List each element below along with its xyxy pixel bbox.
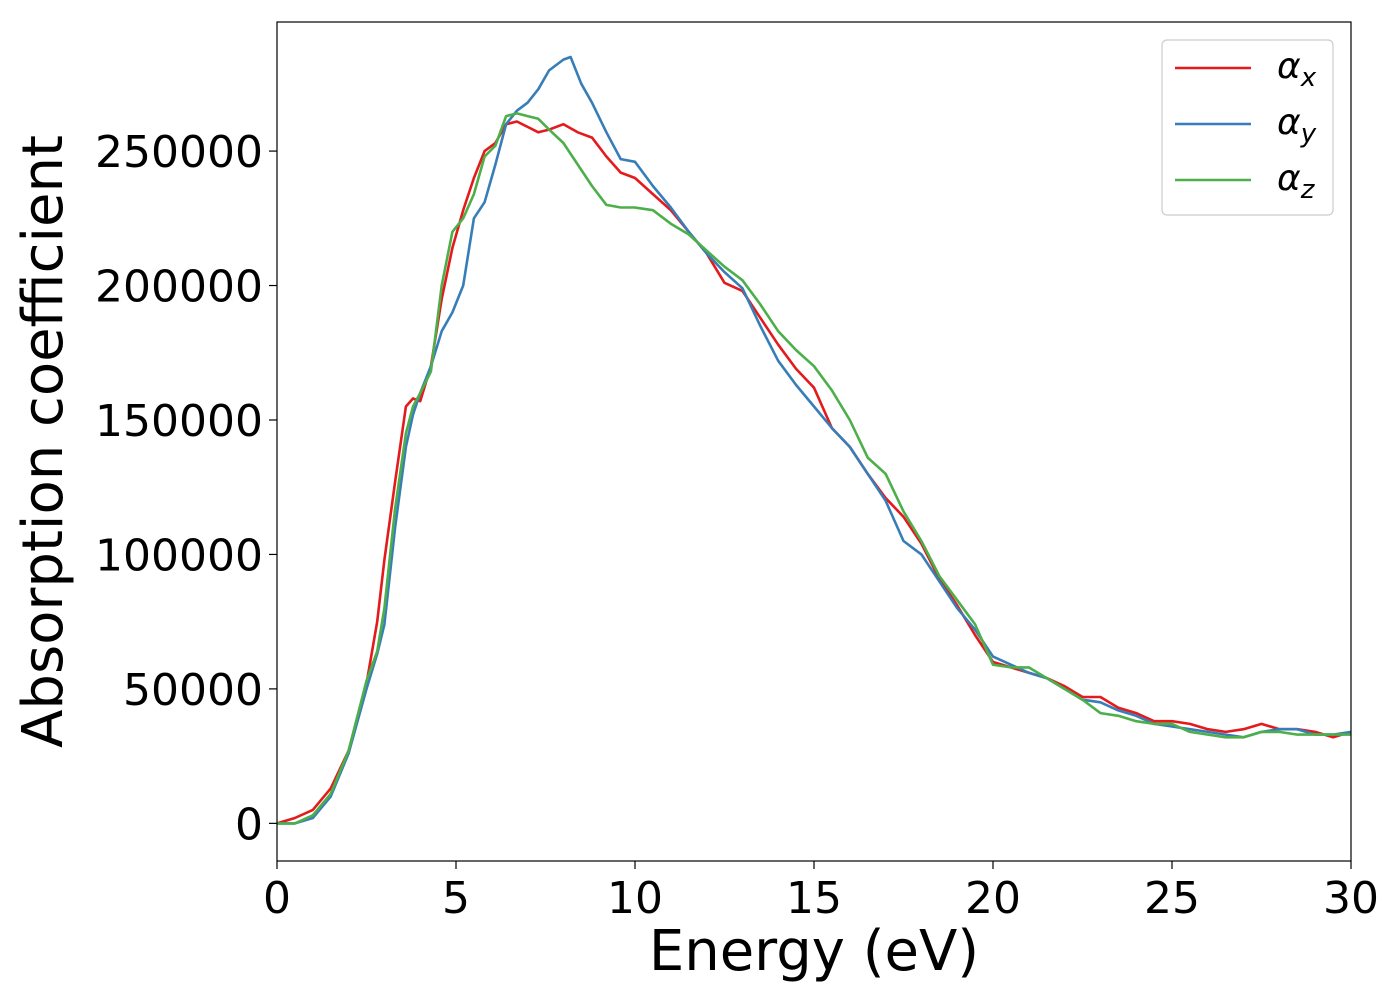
x-tick-label: 0: [263, 873, 291, 924]
x-tick-label: 20: [965, 873, 1021, 924]
y-axis-label: Absorption coefficient: [11, 135, 76, 748]
series-line-y: [277, 55, 1352, 825]
series-line-x: [276, 120, 1352, 825]
series-line-z: [277, 112, 1351, 825]
x-tick-label: 25: [1144, 873, 1200, 924]
y-tick-label: 100000: [95, 530, 263, 581]
series-layer: [276, 55, 1352, 825]
x-axis-label: Energy (eV): [649, 919, 979, 984]
y-tick-label: 0: [235, 799, 263, 850]
x-tick-label: 10: [607, 873, 663, 924]
x-tick-label: 30: [1323, 873, 1379, 924]
x-tick-label: 15: [786, 873, 842, 924]
legend-label-z: αz: [1277, 158, 1316, 205]
x-axis: 0 5 10 15 20 25 30: [263, 861, 1379, 924]
y-axis: 0 50000 100000 150000 200000 250000: [95, 127, 277, 850]
legend: αx αy αz: [1161, 39, 1334, 216]
legend-label-y: αy: [1277, 102, 1317, 149]
y-tick-label: 200000: [95, 262, 263, 313]
legend-label-x: αx: [1277, 46, 1317, 93]
y-tick-label: 150000: [95, 396, 263, 447]
y-tick-label: 250000: [95, 127, 263, 178]
legend-box: [1161, 39, 1334, 216]
x-tick-label: 5: [442, 873, 470, 924]
y-tick-label: 50000: [123, 665, 263, 716]
